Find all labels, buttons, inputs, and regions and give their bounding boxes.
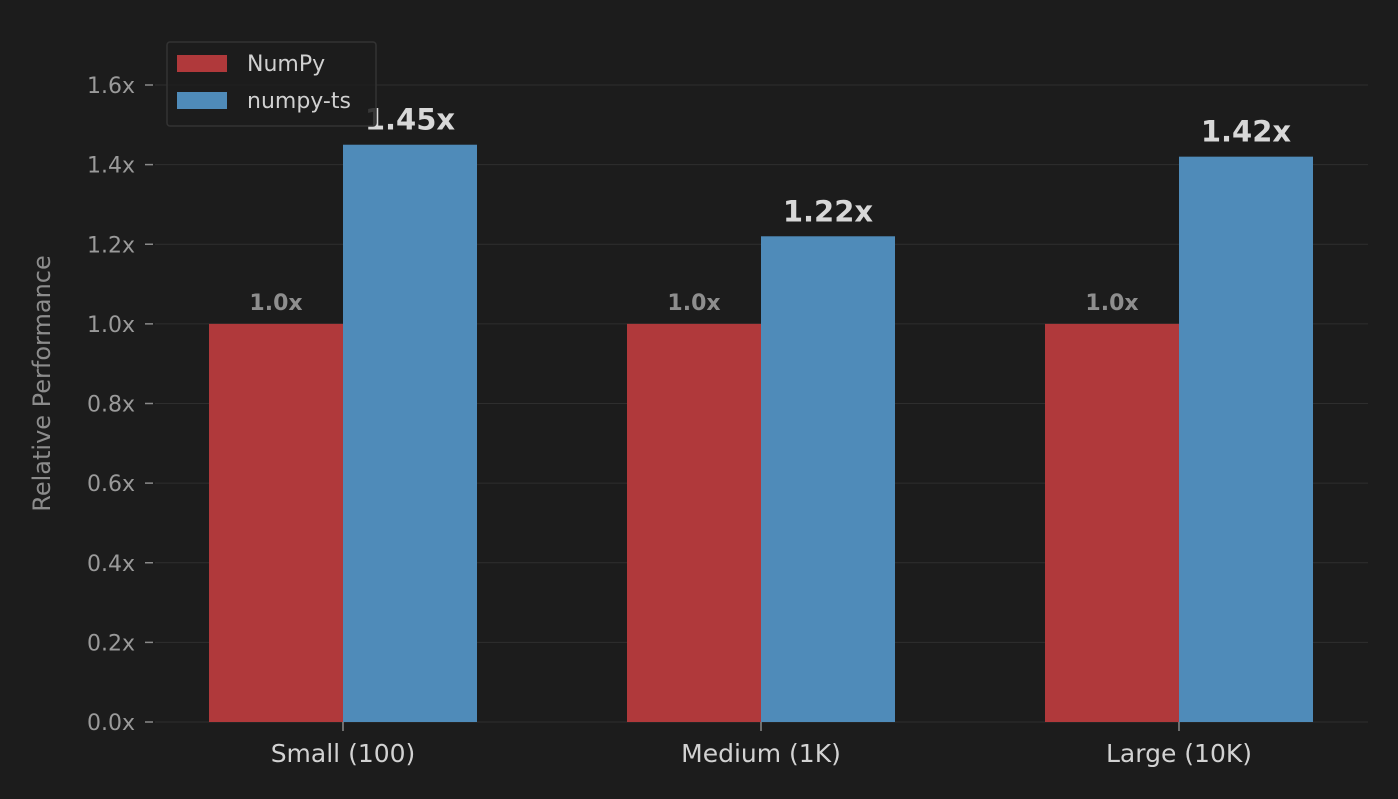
legend-label-numpy: NumPy <box>247 52 325 77</box>
bar-numpy <box>627 323 761 722</box>
data-label-numpy-ts: 1.42x <box>1201 115 1292 149</box>
y-tick-label: 0.4x <box>87 552 135 577</box>
data-label-numpy: 1.0x <box>249 291 302 316</box>
y-tick-label: 1.0x <box>87 313 135 338</box>
data-label-numpy-ts: 1.45x <box>365 103 456 137</box>
y-tick-label: 1.6x <box>87 74 135 99</box>
data-label-numpy: 1.0x <box>667 291 720 316</box>
bar-numpy <box>209 323 343 722</box>
data-label-numpy: 1.0x <box>1085 291 1138 316</box>
y-tick-label: 1.4x <box>87 154 135 179</box>
y-tick-label: 0.2x <box>87 631 135 656</box>
legend-swatch-numpy <box>177 55 227 72</box>
bar-numpy-ts <box>1179 156 1313 723</box>
x-tick-label: Large (10K) <box>1106 739 1252 768</box>
bar-numpy <box>1045 323 1179 722</box>
y-tick-label: 0.6x <box>87 472 135 497</box>
y-tick-label: 0.8x <box>87 393 135 418</box>
data-label-numpy-ts: 1.22x <box>783 194 874 228</box>
legend-swatch-numpy-ts <box>177 92 227 109</box>
bar-numpy-ts <box>343 144 477 722</box>
y-tick-label: 0.0x <box>87 711 135 736</box>
legend-label-numpy-ts: numpy-ts <box>247 89 351 114</box>
y-axis-label: Relative Performance <box>28 255 56 512</box>
y-tick-label: 1.2x <box>87 233 135 258</box>
x-tick-label: Medium (1K) <box>681 739 841 768</box>
x-tick-label: Small (100) <box>271 739 416 768</box>
bar-numpy-ts <box>761 236 895 722</box>
